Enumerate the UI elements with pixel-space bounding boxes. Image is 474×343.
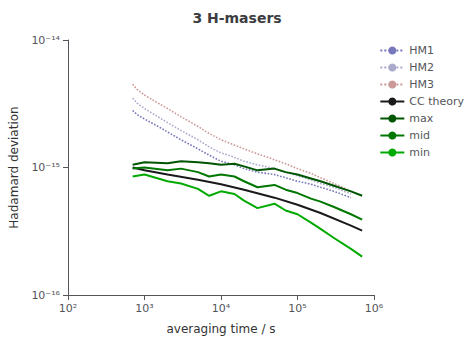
svg-text:averaging time / s: averaging time / s bbox=[166, 322, 275, 336]
svg-text:CC theory: CC theory bbox=[409, 95, 464, 108]
svg-text:min: min bbox=[409, 146, 430, 159]
svg-text:10⁵: 10⁵ bbox=[288, 302, 306, 315]
svg-text:3 H-masers: 3 H-masers bbox=[192, 10, 281, 26]
svg-text:HM3: HM3 bbox=[409, 78, 434, 91]
svg-text:10⁻¹⁵: 10⁻¹⁵ bbox=[31, 161, 60, 174]
svg-text:10⁴: 10⁴ bbox=[212, 302, 231, 315]
svg-text:10³: 10³ bbox=[135, 302, 153, 315]
svg-text:10²: 10² bbox=[59, 302, 77, 315]
svg-text:HM2: HM2 bbox=[409, 61, 434, 74]
svg-text:mid: mid bbox=[409, 129, 430, 142]
svg-text:max: max bbox=[409, 112, 433, 125]
svg-text:HM1: HM1 bbox=[409, 44, 434, 57]
svg-text:10⁻¹⁴: 10⁻¹⁴ bbox=[31, 34, 60, 47]
svg-text:10⁻¹⁶: 10⁻¹⁶ bbox=[31, 289, 60, 302]
svg-text:10⁶: 10⁶ bbox=[365, 302, 384, 315]
svg-text:Hadamard deviation: Hadamard deviation bbox=[7, 106, 21, 228]
